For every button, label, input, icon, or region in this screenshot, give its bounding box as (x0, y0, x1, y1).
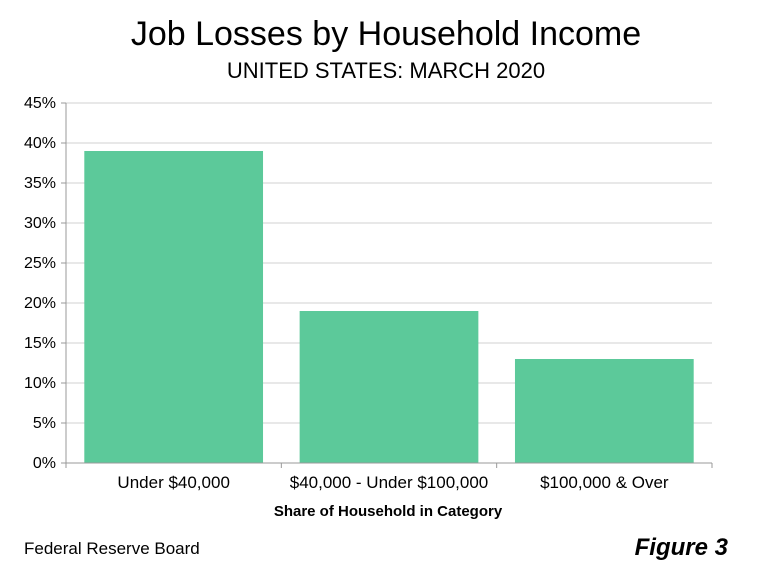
figure-label: Figure 3 (634, 534, 728, 561)
y-tick-label: 45% (24, 95, 56, 112)
source-note: Federal Reserve Board (24, 539, 200, 558)
axes (61, 102, 713, 468)
chart-title: Job Losses by Household Income (130, 15, 642, 53)
chart-subtitle: UNITED STATES: MARCH 2020 (226, 58, 546, 83)
y-tick-label: 0% (33, 455, 56, 472)
y-tick-label: 35% (24, 175, 56, 192)
bar (514, 359, 694, 463)
y-tick-label: 30% (24, 215, 56, 232)
y-tick-label: 10% (24, 375, 56, 392)
y-tick-label: 40% (24, 135, 56, 152)
y-tick-label: 5% (33, 415, 56, 432)
x-axis-title: Share of Household in Category (274, 503, 503, 520)
y-tick-label: 25% (24, 255, 56, 272)
x-category-label: $100,000 & Over (540, 473, 669, 492)
x-category-label: $40,000 - Under $100,000 (290, 473, 489, 492)
x-category-label: Under $40,000 (117, 473, 229, 492)
y-tick-label: 15% (24, 335, 56, 352)
y-tick-label: 20% (24, 295, 56, 312)
bars (84, 151, 694, 463)
bar (84, 151, 264, 463)
bar (299, 311, 479, 463)
tick-labels: 0% 5% 10% 15% 20% 25% 30% 35% 40% 45% Under $40,00… (24, 95, 669, 492)
